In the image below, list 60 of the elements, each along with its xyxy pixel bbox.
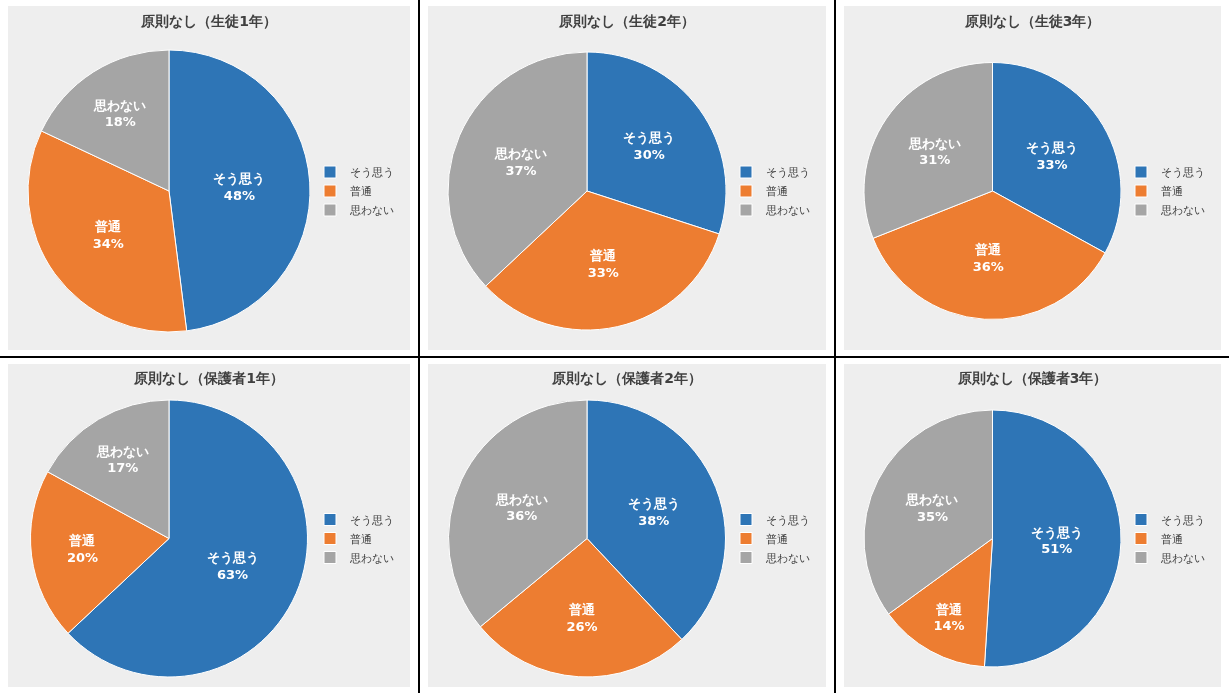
slice-label: 思わない <box>93 97 147 113</box>
slice-label: 普通 <box>589 247 618 263</box>
chart-title: 原則なし（生徒1年） <box>140 13 277 30</box>
chart-title: 原則なし（保護者1年） <box>133 370 284 387</box>
data-label: 14% <box>933 618 965 634</box>
slice-label: そう思う <box>1030 524 1083 540</box>
slice-label: 普通 <box>935 601 964 617</box>
legend-label: 思わない <box>349 202 394 218</box>
legend-label: そう思う <box>1161 164 1205 180</box>
slice-label: 思わない <box>907 135 961 151</box>
slice-label: そう思う <box>206 550 259 566</box>
data-label: 18% <box>104 114 136 130</box>
data-label: 33% <box>1036 156 1068 172</box>
legend-label: 普通 <box>350 530 372 546</box>
chart-title: 原則なし（保護者2年） <box>551 370 702 387</box>
data-label: 17% <box>107 460 139 476</box>
legend-label: そう思う <box>766 511 810 527</box>
legend-label: 普通 <box>766 183 788 199</box>
chart-title: 原則なし（生徒3年） <box>963 13 1101 30</box>
slice-label: そう思う <box>213 170 266 186</box>
legend-label: 普通 <box>1161 183 1183 199</box>
data-label: 38% <box>638 513 670 529</box>
data-label: 30% <box>633 146 665 162</box>
chart-title: 原則なし（生徒2年） <box>558 13 695 30</box>
legend-label: そう思う <box>350 511 394 527</box>
legend-label: 普通 <box>350 183 372 199</box>
data-label: 36% <box>972 259 1004 275</box>
chart-title: 原則なし（保護者3年） <box>956 370 1108 387</box>
legend-label: 普通 <box>1161 530 1183 546</box>
data-label: 35% <box>916 508 949 524</box>
slice-label: 普通 <box>974 242 1003 258</box>
slice-label: 思わない <box>905 491 959 507</box>
slice-label: 普通 <box>567 602 596 618</box>
slice-label: 思わない <box>494 491 548 507</box>
slice-label: そう思う <box>1025 139 1078 155</box>
data-label: 51% <box>1041 541 1073 557</box>
slice-label: そう思う <box>623 129 676 145</box>
legend-label: そう思う <box>350 164 394 180</box>
slice-label: 普通 <box>68 533 97 549</box>
data-label: 20% <box>66 550 99 566</box>
data-label: 33% <box>587 264 619 280</box>
legend-label: 思わない <box>765 202 810 218</box>
slice-label: 思わない <box>95 443 149 459</box>
slice-label: 普通 <box>94 219 123 235</box>
data-label: 31% <box>919 152 951 168</box>
data-label: 63% <box>216 566 249 582</box>
data-label: 48% <box>223 187 255 203</box>
legend-label: 思わない <box>1160 202 1205 218</box>
legend-label: 思わない <box>1160 549 1205 565</box>
legend-label: 思わない <box>349 549 394 565</box>
data-label: 26% <box>566 619 598 635</box>
legend-label: 普通 <box>766 530 788 546</box>
data-label: 37% <box>505 163 537 179</box>
legend-label: そう思う <box>766 164 810 180</box>
legend-label: そう思う <box>1161 511 1205 527</box>
legend-label: 思わない <box>765 549 810 565</box>
data-label: 34% <box>92 236 124 252</box>
slice-label: そう思う <box>627 496 680 512</box>
slice-label: 思わない <box>493 146 547 162</box>
data-label: 36% <box>506 508 538 524</box>
